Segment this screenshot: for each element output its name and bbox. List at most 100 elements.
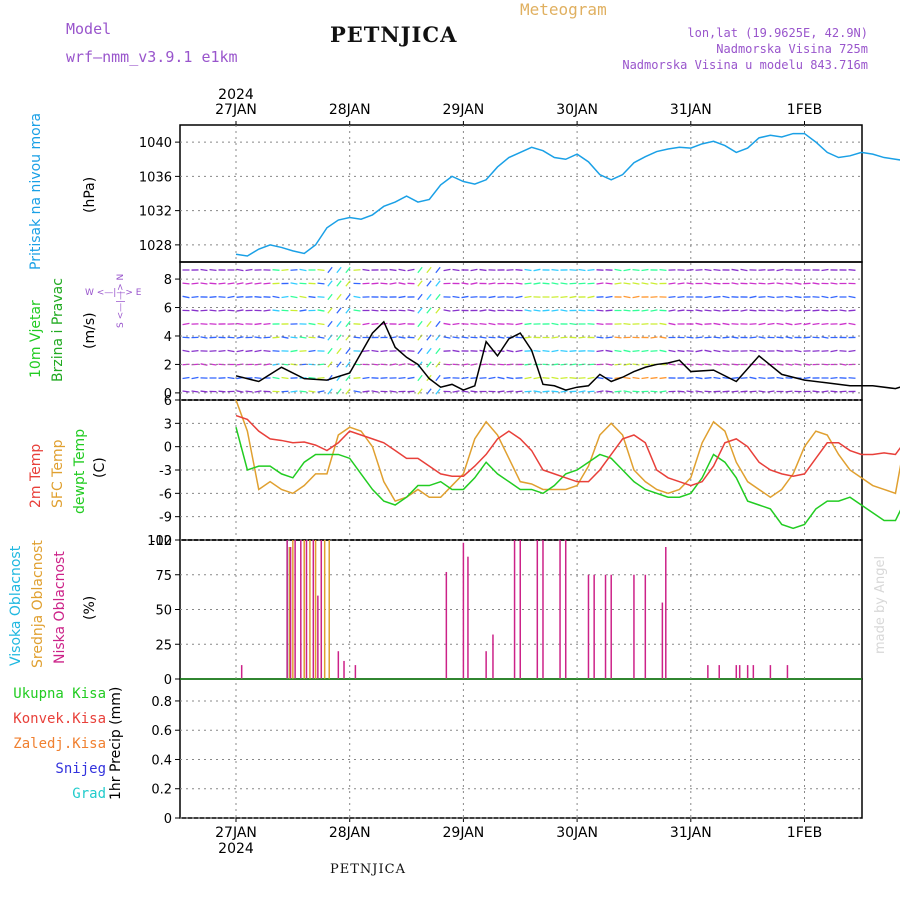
wind-barb <box>317 322 325 326</box>
bottom-day-label: 28JAN <box>329 825 371 841</box>
wind-barb <box>848 349 856 353</box>
wind-barb <box>623 349 631 353</box>
wind-barb <box>533 376 541 380</box>
wind-barb <box>749 336 757 339</box>
wind-barb <box>254 322 262 326</box>
wind-barb <box>695 336 703 339</box>
wind-barb <box>209 350 217 352</box>
wind-barb <box>281 336 289 339</box>
wind-barb <box>848 269 856 271</box>
wind-barb <box>263 282 271 285</box>
wind-barb <box>758 322 766 326</box>
cloud-tick-label: 50 <box>155 604 172 619</box>
wind-barb <box>371 282 379 285</box>
wind-barb <box>551 349 559 353</box>
wind-barb <box>353 377 361 379</box>
wind-barb <box>488 309 496 312</box>
wind-barb <box>659 268 667 272</box>
wind-barb <box>470 268 478 272</box>
wind-barb <box>578 336 586 339</box>
wind-barb <box>182 322 190 326</box>
wind-barb <box>704 377 712 379</box>
wind-barb <box>263 349 271 353</box>
wind-barb <box>605 390 613 393</box>
wind-barb <box>272 295 280 299</box>
wind-barb <box>209 268 217 272</box>
wind-barb <box>821 295 829 299</box>
wind-barb <box>290 390 298 393</box>
wind-barb <box>345 320 351 328</box>
wind-barb <box>767 282 775 285</box>
wind-barb <box>272 309 280 312</box>
wind-barb <box>426 361 432 368</box>
wind-barb <box>524 322 532 326</box>
wind-barb <box>749 295 757 299</box>
precip-tick-label: 0.4 <box>151 753 172 768</box>
wind-barb <box>182 336 190 339</box>
top-day-label: 30JAN <box>556 102 598 118</box>
wind-barb <box>560 349 568 353</box>
wind-barb <box>209 282 217 285</box>
wind-barb <box>740 309 748 312</box>
wind-barb <box>551 309 559 312</box>
wind-barb <box>245 390 253 393</box>
wind-tick-label: 0 <box>164 387 172 402</box>
wind-barb <box>398 268 406 272</box>
temp-tick-label: -6 <box>159 487 172 502</box>
precip-tick-label: 0.8 <box>151 695 172 710</box>
wind-barb <box>435 374 441 382</box>
wind-barb <box>479 336 487 339</box>
wind-barb <box>686 268 694 272</box>
cloud-tick-label: 25 <box>155 638 172 653</box>
wind-barb <box>803 336 811 339</box>
wind-barb <box>479 268 487 272</box>
wind-barb <box>336 280 342 287</box>
wind-barb <box>596 390 604 393</box>
wind-barb <box>218 309 226 312</box>
wind-barb <box>461 390 469 393</box>
wind-barb <box>776 336 784 339</box>
cloud-tick-label: 75 <box>155 569 172 584</box>
wind-barb <box>308 295 316 299</box>
bottom-day-label: 31JAN <box>670 825 712 841</box>
wind-barb <box>308 322 316 326</box>
wind-barbs <box>182 266 856 395</box>
wind-barb <box>461 336 469 339</box>
wind-barb <box>515 349 523 353</box>
wind-barb <box>417 347 423 355</box>
wind-barb <box>812 309 820 312</box>
wind-barb <box>506 309 514 312</box>
wind-barb <box>426 388 432 395</box>
wind-barb <box>623 390 631 393</box>
wind-barb <box>704 349 712 353</box>
wind-barb <box>470 390 478 393</box>
wind-barb <box>794 349 802 353</box>
wind-barb <box>371 390 379 393</box>
wind-barb <box>263 363 271 366</box>
wind-barb <box>713 376 721 380</box>
wind-barb <box>533 282 541 285</box>
temp-tick-label: 0 <box>164 441 172 456</box>
precip-tick-label: 0.2 <box>151 783 172 798</box>
wind-barb <box>560 295 568 299</box>
wind-barb <box>345 266 351 274</box>
pressure-tick-label: 1032 <box>139 205 172 220</box>
wind-barb <box>524 282 532 285</box>
wind-barb <box>236 322 244 326</box>
wind-barb <box>317 390 325 393</box>
wind-barb <box>443 322 451 326</box>
precip-legend-item: Konvek.Kisa <box>13 711 106 727</box>
wind-barb <box>569 282 577 285</box>
wind-barb <box>272 350 280 352</box>
wind-barb <box>281 295 289 299</box>
lonlat-label: lon,lat (19.9625E, 42.9N) <box>687 26 868 40</box>
wind-barb <box>362 268 370 272</box>
wind-barb <box>389 282 397 285</box>
wind-barb <box>758 390 766 393</box>
wind-barb <box>695 309 703 312</box>
wind-barb <box>299 350 307 352</box>
wind-barb <box>191 309 199 312</box>
wind-barb <box>695 390 703 393</box>
wind-barb <box>713 336 721 339</box>
wind-barb <box>713 322 721 326</box>
